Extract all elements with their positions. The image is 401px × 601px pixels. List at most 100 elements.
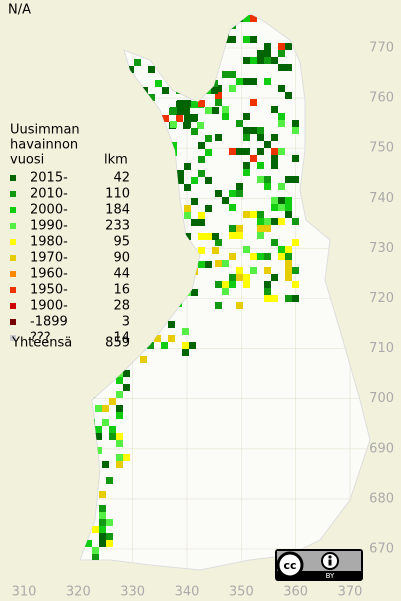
occurrence-cell xyxy=(257,232,264,239)
occurrence-cell xyxy=(243,134,250,141)
occurrence-cell xyxy=(88,377,95,384)
legend-swatch xyxy=(10,303,16,309)
occurrence-cell xyxy=(176,52,183,59)
occurrence-cell xyxy=(134,59,141,66)
y-tick-label: 750 xyxy=(369,141,394,156)
legend-swatch xyxy=(10,287,16,293)
occurrence-cell xyxy=(285,204,292,211)
occurrence-cell xyxy=(198,261,205,268)
occurrence-cell xyxy=(222,106,229,113)
occurrence-cell xyxy=(243,57,250,64)
y-tick-label: 710 xyxy=(369,341,394,356)
occurrence-cell xyxy=(229,204,236,211)
occurrence-cell xyxy=(170,177,177,184)
cc-text: cc xyxy=(283,559,296,572)
legend-label: 1990- xyxy=(30,219,68,234)
map-title: N/A xyxy=(8,3,31,18)
y-tick-label: 680 xyxy=(369,491,394,506)
occurrence-cell xyxy=(243,113,250,120)
occurrence-cell xyxy=(134,122,141,129)
occurrence-cell xyxy=(236,148,243,155)
occurrence-cell xyxy=(211,87,218,94)
occurrence-cell xyxy=(250,36,257,43)
occurrence-cell xyxy=(95,426,102,433)
occurrence-cell xyxy=(177,289,184,296)
occurrence-cell xyxy=(184,254,191,261)
occurrence-cell xyxy=(184,163,191,170)
occurrence-cell xyxy=(189,342,196,349)
occurrence-cell xyxy=(184,205,191,212)
occurrence-cell xyxy=(177,289,184,296)
y-tick-label: 730 xyxy=(369,241,394,256)
occurrence-cell xyxy=(191,177,198,184)
legend-label: 1900- xyxy=(30,299,68,314)
occurrence-cell xyxy=(162,115,169,122)
occurrence-cell xyxy=(148,94,155,101)
occurrence-cell xyxy=(264,50,271,57)
occurrence-cell xyxy=(222,260,229,267)
legend-swatch xyxy=(10,255,16,261)
occurrence-cell xyxy=(177,100,184,107)
occurrence-cell xyxy=(222,29,229,36)
occurrence-cell xyxy=(271,239,278,246)
occurrence-cell xyxy=(236,15,243,22)
occurrence-cell xyxy=(278,113,285,120)
legend-count: 90 xyxy=(113,251,130,266)
legend-swatch xyxy=(10,319,16,325)
legend-swatch xyxy=(10,223,16,229)
occurrence-cell xyxy=(285,43,292,50)
occurrence-cell xyxy=(292,218,299,225)
occurrence-cell xyxy=(285,274,292,281)
occurrence-cell xyxy=(134,45,141,52)
occurrence-cell xyxy=(278,197,285,204)
legend-count-header: lkm xyxy=(104,153,128,168)
occurrence-cell xyxy=(176,115,183,122)
occurrence-cell xyxy=(148,66,155,73)
occurrence-cell xyxy=(257,127,264,134)
occurrence-cell xyxy=(183,108,190,115)
occurrence-cell xyxy=(222,71,229,78)
occurrence-cell xyxy=(229,225,236,232)
occurrence-cell xyxy=(271,204,278,211)
occurrence-cell xyxy=(116,377,123,384)
occurrence-cell xyxy=(88,454,95,461)
occurrence-cell xyxy=(243,36,250,43)
occurrence-cell xyxy=(236,190,243,197)
occurrence-cell xyxy=(120,122,127,129)
legend-label: 2010- xyxy=(30,187,68,202)
occurrence-cell xyxy=(243,169,250,176)
occurrence-cell xyxy=(120,66,127,73)
occurrence-cell xyxy=(243,211,250,218)
occurrence-cell xyxy=(250,57,257,64)
occurrence-cell xyxy=(191,198,198,205)
occurrence-cell xyxy=(222,29,229,36)
occurrence-cell xyxy=(257,134,264,141)
occurrence-cell xyxy=(205,149,212,156)
occurrence-cell xyxy=(271,106,278,113)
occurrence-cell xyxy=(168,335,175,342)
occurrence-cell xyxy=(116,391,123,398)
occurrence-cell xyxy=(109,426,116,433)
occurrence-cell xyxy=(285,253,292,260)
occurrence-cell xyxy=(278,148,285,155)
occurrence-cell xyxy=(102,377,109,384)
occurrence-cell xyxy=(250,78,257,85)
occurrence-cell xyxy=(236,225,243,232)
occurrence-cell xyxy=(215,281,222,288)
occurrence-cell xyxy=(88,370,95,377)
occurrence-cell xyxy=(177,177,184,184)
occurrence-cell xyxy=(184,121,191,128)
occurrence-cell xyxy=(278,218,285,225)
legend-count: 184 xyxy=(105,203,130,218)
occurrence-cell xyxy=(106,533,113,540)
legend-label: 2000- xyxy=(30,203,68,218)
occurrence-cell xyxy=(250,155,257,162)
occurrence-cell xyxy=(204,52,211,59)
legend-label: ??? xyxy=(30,331,51,346)
occurrence-cell xyxy=(120,115,127,122)
occurrence-cell xyxy=(212,233,219,240)
occurrence-cell xyxy=(99,491,106,498)
occurrence-cell xyxy=(191,128,198,135)
occurrence-cell xyxy=(264,176,271,183)
